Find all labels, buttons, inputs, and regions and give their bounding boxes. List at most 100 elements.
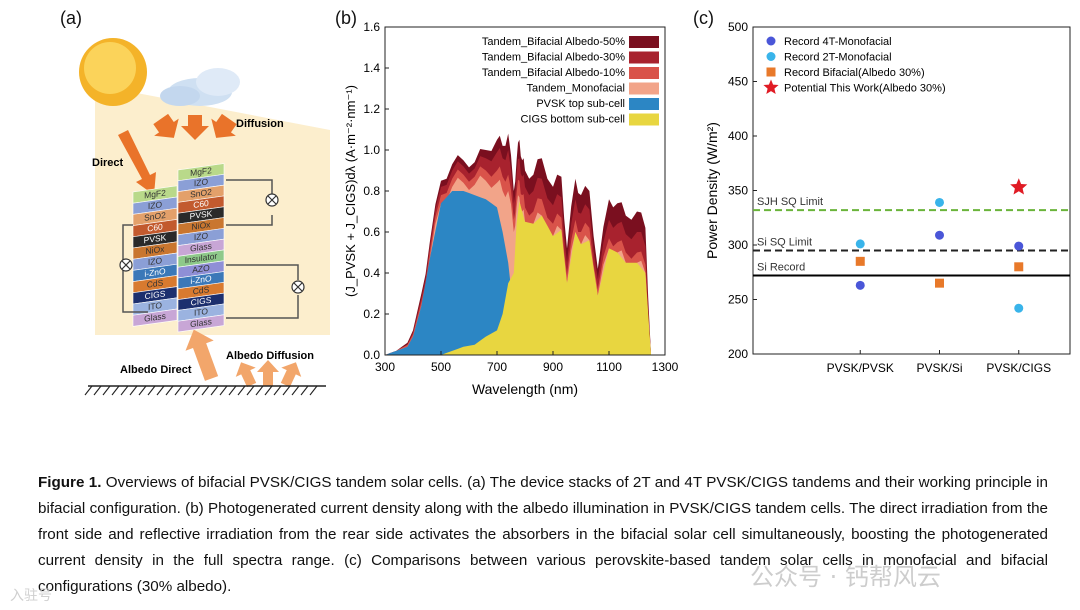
y-tick-label: 1.4	[363, 61, 380, 75]
legend-swatch	[629, 67, 659, 79]
data-point	[1010, 178, 1028, 195]
albedo-direct-label: Albedo Direct	[120, 364, 192, 376]
device-schematic: Diffusion Direct MgF2IZOSnO2C60PVSKNiOxI…	[79, 38, 330, 396]
y-tick-label: 500	[728, 20, 748, 34]
y-tick-label: 250	[728, 293, 748, 307]
caption-label: Figure 1.	[38, 474, 102, 491]
y-tick-label: 200	[728, 347, 748, 361]
x-tick-label: 900	[543, 360, 563, 374]
watermark-right: 公众号 · 钙帮风云	[750, 563, 941, 591]
y-tick-label: 0.6	[363, 225, 380, 239]
panel-b-label: (b)	[335, 8, 357, 28]
ground-hatch-line	[291, 385, 300, 396]
stack-layer-label: CdS	[147, 277, 164, 289]
albedo-diffusion-label: Albedo Diffusion	[226, 350, 314, 362]
panel-c: (c) 200 250 300 350 400 450 500 PVSK/PVSK PVSK/S…	[685, 0, 1080, 410]
stack-layer-label: ITO	[148, 300, 162, 312]
ground-hatch-line	[129, 385, 138, 396]
y-axis-label: (J_PVSK + J_CIGS)dλ (A·m⁻²·nm⁻¹)	[343, 85, 358, 297]
stack-layer-label: PVSK	[144, 232, 167, 245]
ground-hatch-line	[174, 385, 183, 396]
y-tick-label: 0.8	[363, 184, 380, 198]
x-tick-label: 700	[487, 360, 507, 374]
cloud-icon	[160, 68, 240, 106]
ground-hatch-line	[192, 385, 201, 396]
spectrum-chart: 300 500 700 900 1100 1300 0.0 0.2 0.4 0.6 0.8 1.0 1.…	[343, 20, 679, 397]
ground-hatch-line	[84, 385, 93, 396]
sun-core	[84, 42, 136, 94]
ground-hatch-line	[237, 385, 246, 396]
stack-layer-label: C60	[147, 221, 163, 233]
stack-layer-label: Glass	[144, 311, 166, 324]
watermark-left: 入驻号	[10, 588, 52, 604]
power-density-chart: 200 250 300 350 400 450 500 PVSK/PVSK PVSK/Si PVS…	[704, 20, 1071, 375]
ground-hatch-line	[138, 385, 147, 396]
area-series-5	[385, 191, 651, 355]
y-tick-label: 400	[728, 129, 748, 143]
caption-text: Overviews of bifacial PVSK/CIGS tandem s…	[38, 474, 1049, 595]
legend-swatch	[629, 82, 659, 95]
reference-line-label: Si SQ Limit	[757, 236, 812, 248]
ground	[84, 385, 326, 396]
legend-label: Tandem_Bifacial Albedo-10%	[482, 67, 625, 79]
diffusion-arrows	[153, 113, 237, 140]
load-symbols	[119, 193, 305, 294]
stack-layer-label: MgF2	[190, 165, 212, 178]
legend-label: Tandem_Monofacial	[527, 83, 625, 95]
y-tick-label: 300	[728, 238, 748, 252]
x-tick-label: 500	[431, 360, 451, 374]
legend-label: PVSK top sub-cell	[536, 98, 625, 110]
legend-label: Record Bifacial(Albedo 30%)	[784, 67, 925, 79]
x-tick-label: PVSK/Si	[916, 361, 962, 375]
ground-hatch-line	[201, 385, 210, 396]
panel-b: (b) 300 500 700 900 1100 1300 0.0 0.2 0.4 0.6 0.8 1…	[335, 0, 685, 410]
y-tick-label: 0.2	[363, 307, 380, 321]
legend-marker	[766, 52, 776, 61]
y-tick-label: 450	[728, 75, 748, 89]
stack-layer-label: CIGS	[145, 288, 166, 301]
legend-label: Tandem_Bifacial Albedo-50%	[482, 36, 625, 48]
stack-layer-label: PVSK	[190, 208, 213, 221]
x-tick-label: PVSK/PVSK	[827, 361, 894, 375]
stack-layer-label: C60	[193, 198, 209, 210]
x-tick-label: PVSK/CIGS	[986, 361, 1051, 375]
legend-label: Tandem_Bifacial Albedo-30%	[482, 52, 625, 64]
ground-hatch-line	[219, 385, 228, 396]
stack-layer-label: i-ZnO	[144, 266, 166, 279]
stack-layer-label: NiOx	[192, 219, 212, 232]
legend-swatch	[629, 51, 659, 64]
x-tick-label: 1300	[652, 360, 679, 374]
legend-label: Record 2T-Monofacial	[784, 52, 892, 64]
stack-layer-label: ITO	[194, 306, 208, 318]
data-point	[855, 256, 865, 266]
ground-hatch-line	[156, 385, 165, 396]
ground-hatch-line	[228, 385, 237, 396]
ground-hatch-line	[255, 385, 264, 396]
ground-hatch-line	[210, 385, 219, 396]
ground-hatch-line	[264, 385, 273, 396]
x-axis-label: Wavelength (nm)	[472, 381, 578, 397]
ground-hatch-line	[309, 385, 318, 396]
stack-layer-label: CIGS	[191, 295, 212, 308]
legend-swatch	[629, 36, 659, 48]
ground-hatch-line	[120, 385, 129, 396]
legend-swatch	[629, 98, 659, 110]
panel-a: (a) Diffusion Direct MgF2 IZO SnO2 C60 PVSK N…	[0, 0, 340, 410]
data-point	[1014, 241, 1024, 251]
y-tick-label: 0.4	[363, 266, 380, 280]
data-point	[1014, 303, 1024, 313]
albedo-direct-arrow	[185, 329, 219, 381]
stack-layer-label: IZO	[194, 176, 209, 188]
ground-hatch-line	[300, 385, 309, 396]
ground-hatch-line	[282, 385, 291, 396]
stack-layer	[177, 314, 225, 333]
ground-hatch-line	[165, 385, 174, 396]
x-tick-label: 300	[375, 360, 395, 374]
stack-layer-label: NiOx	[146, 244, 166, 257]
ground-hatch-line	[102, 385, 111, 396]
stack-layer-label: IZO	[148, 255, 163, 267]
direct-label: Direct	[92, 157, 124, 169]
stack-layer-label: IZO	[194, 230, 209, 242]
stack-4t: MgF2IZOSnO2C60PVSKNiOxIZOGlassInsulatorA…	[177, 163, 225, 333]
stack-layer-label: SnO2	[144, 210, 166, 223]
